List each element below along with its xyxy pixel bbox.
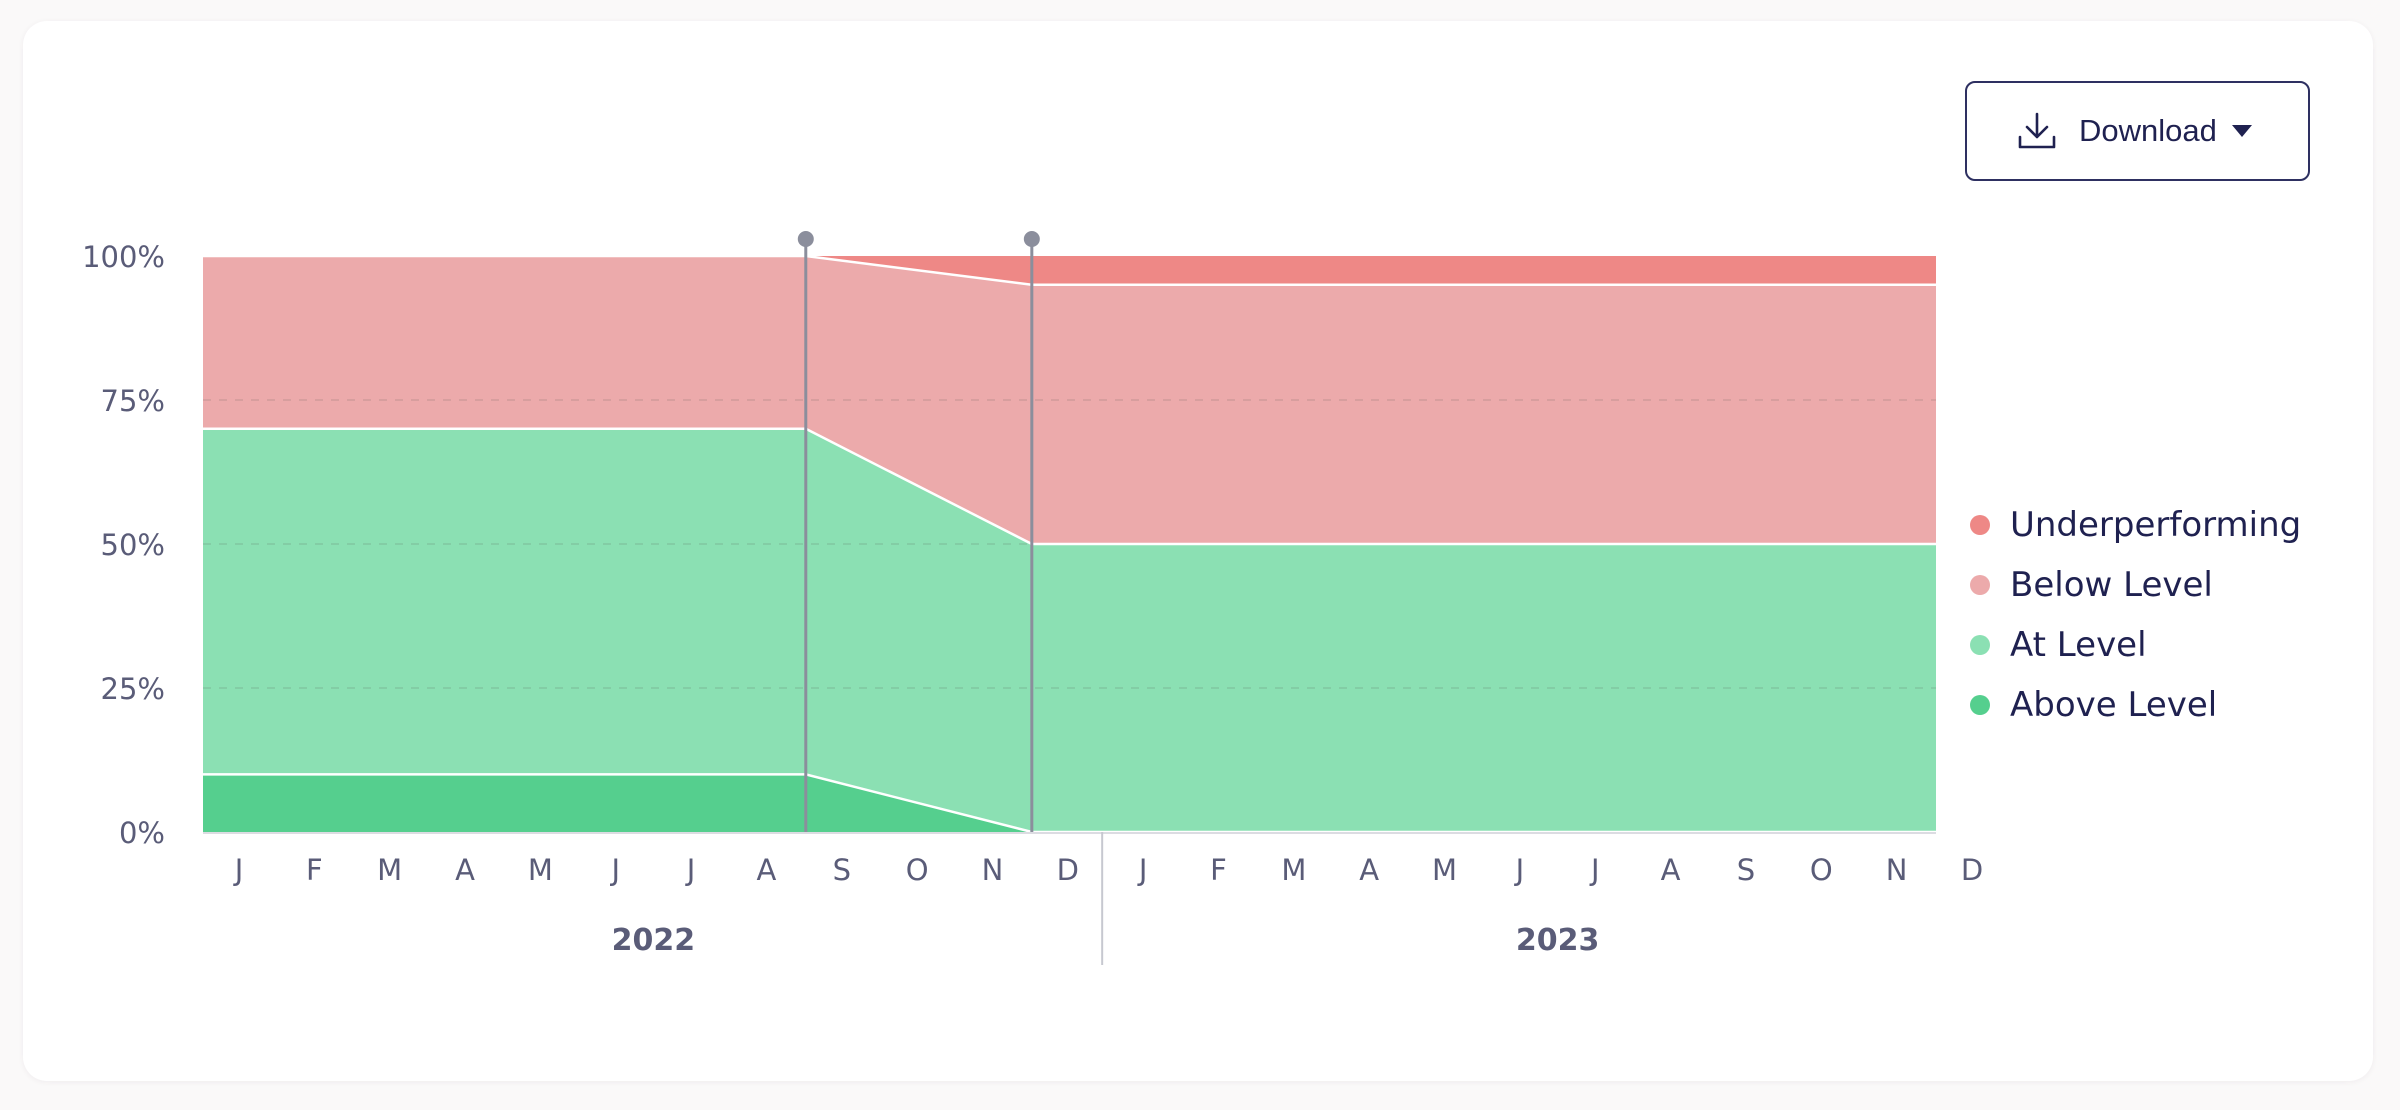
boundary-below-level xyxy=(203,254,1936,287)
month-tick-label: M xyxy=(377,853,402,887)
legend-swatch xyxy=(1970,575,1990,595)
month-tick-label: O xyxy=(1810,853,1833,887)
month-tick-label: M xyxy=(1432,853,1457,887)
month-tick-label: J xyxy=(1137,853,1148,887)
month-tick-label: N xyxy=(982,853,1004,887)
month-tick-label: M xyxy=(1281,853,1306,887)
month-tick-label: A xyxy=(1661,853,1681,887)
legend-swatch xyxy=(1970,635,1990,655)
area-at-level xyxy=(203,428,1936,832)
month-tick-label: O xyxy=(906,853,929,887)
month-tick-label: J xyxy=(685,853,696,887)
year-label: 2022 xyxy=(612,923,696,958)
boundary-at-level xyxy=(203,427,1936,546)
area-above-level xyxy=(203,774,1936,832)
legend-label: Underperforming xyxy=(2010,505,2302,545)
month-tick-label: N xyxy=(1886,853,1908,887)
marker-dot xyxy=(797,231,814,247)
caret-down-icon xyxy=(2231,125,2252,137)
y-tick-label: 50% xyxy=(101,528,165,562)
chart-legend: Underperforming Below Level At Level Above … xyxy=(1970,495,2301,735)
month-tick-label: J xyxy=(1514,853,1525,887)
year-label: 2023 xyxy=(1516,923,1600,958)
y-tick-label: 25% xyxy=(101,672,165,706)
legend-label: Above Level xyxy=(2010,685,2218,725)
month-tick-label: D xyxy=(1057,853,1079,887)
legend-item: Below Level xyxy=(1970,555,2301,615)
month-tick-label: J xyxy=(1589,853,1600,887)
legend-item: Above Level xyxy=(1970,675,2301,735)
y-tick-label: 100% xyxy=(82,240,165,274)
y-tick-label: 75% xyxy=(101,384,165,418)
month-tick-label: A xyxy=(455,853,475,887)
month-tick-label: F xyxy=(306,853,323,887)
legend-item: At Level xyxy=(1970,615,2301,675)
legend-swatch xyxy=(1970,695,1990,715)
month-tick-label: S xyxy=(833,853,851,887)
month-tick-label: A xyxy=(757,853,777,887)
area-underperforming xyxy=(203,256,1936,285)
marker-dot xyxy=(1023,231,1040,247)
area-below-level xyxy=(203,256,1936,544)
month-tick-label: S xyxy=(1737,853,1755,887)
y-tick-label: 0% xyxy=(119,816,165,850)
download-icon xyxy=(2018,112,2056,149)
month-tick-label: J xyxy=(233,853,244,887)
month-tick-label: F xyxy=(1210,853,1227,887)
month-tick-label: D xyxy=(1961,853,1983,887)
legend-swatch xyxy=(1970,515,1990,535)
legend-label: At Level xyxy=(2010,625,2147,665)
month-tick-label: A xyxy=(1359,853,1379,887)
download-button[interactable]: Download xyxy=(1965,81,2310,181)
download-label: Download xyxy=(2079,113,2217,148)
legend-item: Underperforming xyxy=(1970,495,2301,555)
month-tick-label: M xyxy=(528,853,553,887)
legend-label: Below Level xyxy=(2010,565,2213,605)
month-tick-label: J xyxy=(609,853,620,887)
